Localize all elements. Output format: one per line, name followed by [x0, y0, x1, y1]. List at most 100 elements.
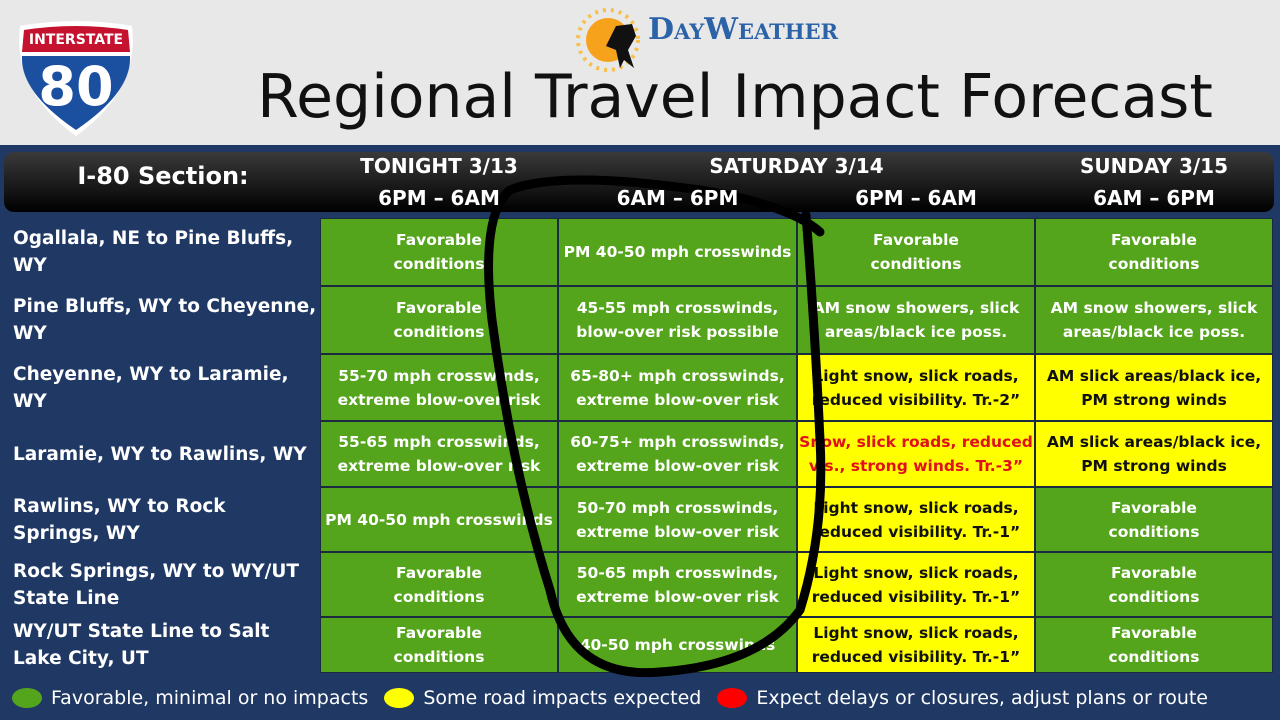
cell-text: 50-70 mph crosswinds,	[576, 498, 779, 517]
cell-text: Favorable	[396, 299, 482, 317]
logo-text: DayWeather	[648, 12, 839, 47]
forecast-cell: Favorable conditions	[1035, 552, 1273, 617]
cell-text: reduced visibility. Tr.-1”	[811, 522, 1021, 541]
legend-swatch	[384, 688, 415, 708]
cell-text: reduced visibility. Tr.-1”	[811, 648, 1021, 666]
cell-text: PM 40-50 mph crosswinds	[325, 510, 553, 529]
cell-text: Favorable	[396, 563, 482, 582]
day-label: SATURDAY 3/14	[709, 154, 884, 178]
day-label: SUNDAY 3/15	[1079, 154, 1229, 178]
forecast-cell: Favorable conditions	[320, 218, 558, 286]
section-label: Rawlins, WY to Rock Springs, WY	[13, 495, 226, 544]
cell-text: extreme blow-over risk	[576, 587, 779, 606]
cell-text: PM strong winds	[1081, 457, 1227, 475]
cell-text: areas/black ice poss.	[1062, 323, 1246, 341]
section-label: Laramie, WY to Rawlins, WY	[13, 443, 307, 465]
forecast-cell: PM 40-50 mph crosswinds	[320, 487, 558, 552]
banner	[0, 0, 1280, 145]
cell-text: Favorable	[396, 624, 482, 642]
forecast-cell: Light snow, slick roads, reduced visibili…	[797, 552, 1035, 617]
legend-swatch	[12, 688, 42, 708]
rider	[606, 24, 636, 68]
forecast-cell: Favorable conditions	[1035, 487, 1273, 552]
shield-number: 80	[38, 55, 113, 118]
legend-label: Expect delays or closures, adjust plans …	[756, 687, 1208, 709]
cell-text: 40-50 mph crosswinds	[579, 636, 776, 654]
day-label: TONIGHT 3/13	[360, 154, 518, 178]
logo-icon	[576, 8, 640, 72]
cell-text: 55-65 mph crosswinds,	[338, 433, 540, 451]
cell-text: Light snow, slick roads,	[813, 366, 1019, 385]
cell-text: Favorable	[873, 231, 959, 249]
forecast-cell: Favorable conditions	[320, 286, 558, 354]
forecast-cell: Favorable conditions	[1035, 218, 1273, 286]
forecast-cell: AM slick areas/black ice, PM strong winds	[1035, 354, 1273, 421]
legend-swatch	[717, 688, 748, 708]
legend-item: Some road impacts expected	[384, 687, 701, 709]
forecast-cell: 55-65 mph crosswinds, extreme blow-over r…	[320, 421, 558, 487]
cell-text: conditions	[1108, 255, 1200, 273]
interstate-shield: INTERSTATE 80	[19, 21, 133, 136]
cell-text: Snow, slick roads, reduced	[799, 433, 1033, 451]
period-label: 6AM – 6PM	[616, 186, 739, 210]
cell-text: extreme blow-over risk	[337, 457, 541, 475]
cell-text: conditions	[1108, 587, 1200, 606]
cell-text: Favorable	[1111, 563, 1197, 582]
period-label: 6PM – 6AM	[855, 186, 977, 210]
cell-text: extreme blow-over risk	[576, 457, 779, 475]
cell-text: conditions	[393, 587, 485, 606]
forecast-cell: Light snow, slick roads, reduced visibili…	[797, 617, 1035, 673]
cell-text: Light snow, slick roads,	[813, 498, 1019, 517]
shield-top-text: INTERSTATE	[29, 32, 123, 48]
forecast-cell: 60-75+ mph crosswinds, extreme blow-over …	[558, 421, 797, 487]
cell-text: AM slick areas/black ice,	[1046, 433, 1262, 451]
cell-text: conditions	[393, 255, 485, 273]
cell-text: extreme blow-over risk	[576, 390, 779, 409]
forecast-cell: Snow, slick roads, reduced vis., strong w…	[797, 421, 1035, 487]
section-label: WY/UT State Line to Salt Lake City, UT	[13, 621, 270, 669]
cell-text: 65-80+ mph crosswinds,	[570, 366, 785, 385]
forecast-cell: 45-55 mph crosswinds, blow-over risk poss…	[558, 286, 797, 354]
cell-text: 55-70 mph crosswinds,	[338, 366, 540, 385]
legend-label: Favorable, minimal or no impacts	[51, 687, 369, 709]
period-label: 6PM – 6AM	[378, 186, 500, 210]
legend-label: Some road impacts expected	[423, 687, 702, 709]
cell-text: extreme blow-over risk	[337, 390, 541, 409]
forecast-cell: 50-70 mph crosswinds, extreme blow-over r…	[558, 487, 797, 552]
forecast-cell: Light snow, slick roads, reduced visibili…	[797, 354, 1035, 421]
cell-text: Favorable	[1111, 498, 1197, 517]
cell-text: reduced visibility. Tr.-1”	[811, 587, 1021, 606]
legend: Favorable, minimal or no impacts Some roa…	[0, 676, 1280, 720]
cell-text: PM strong winds	[1081, 390, 1227, 409]
legend-item: Favorable, minimal or no impacts	[12, 687, 368, 709]
forecast-cell: Light snow, slick roads, reduced visibili…	[797, 487, 1035, 552]
forecast-cell: AM slick areas/black ice, PM strong winds	[1035, 421, 1273, 487]
cell-text: conditions	[393, 323, 485, 341]
cell-text: 50-65 mph crosswinds,	[576, 563, 779, 582]
shield-bottom	[21, 56, 131, 130]
forecast-cell: 55-70 mph crosswinds, extreme blow-over r…	[320, 354, 558, 421]
forecast-cell: Favorable conditions	[797, 218, 1035, 286]
section-label: Ogallala, NE to Pine Bluffs, WY	[13, 228, 294, 276]
forecast-cell: 40-50 mph crosswinds	[558, 617, 797, 673]
cell-text: Favorable	[396, 231, 482, 249]
forecast-cell: Favorable conditions	[1035, 617, 1273, 673]
forecast-cell: 65-80+ mph crosswinds, extreme blow-over …	[558, 354, 797, 421]
cell-text: Light snow, slick roads,	[813, 624, 1019, 642]
cell-text: extreme blow-over risk	[576, 522, 779, 541]
forecast-cell: Favorable conditions	[320, 552, 558, 617]
cell-text: conditions	[1108, 522, 1200, 541]
forecast-cell: AM snow showers, slick areas/black ice po…	[1035, 286, 1273, 354]
section-label: Rock Springs, WY to WY/UT State Line	[13, 560, 300, 609]
corner-label: I-80 Section:	[77, 162, 249, 190]
cell-text: Favorable	[1111, 231, 1197, 249]
cell-text: vis., strong winds. Tr.-3”	[808, 457, 1024, 475]
shield-top	[22, 26, 130, 52]
cell-text: AM slick areas/black ice,	[1046, 366, 1262, 385]
cell-text: areas/black ice poss.	[824, 323, 1008, 341]
cell-text: 60-75+ mph crosswinds,	[570, 433, 785, 451]
sun-rays	[576, 8, 640, 72]
cell-text: blow-over risk possible	[576, 323, 779, 341]
forecast-cell: 50-65 mph crosswinds, extreme blow-over r…	[558, 552, 797, 617]
